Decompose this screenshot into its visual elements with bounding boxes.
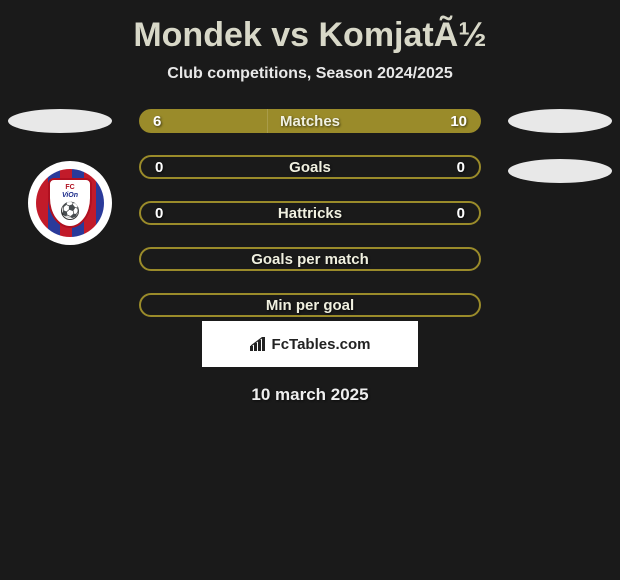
stat-left-value: 0 — [155, 159, 163, 176]
badge-name-text: ViOn — [62, 192, 78, 199]
bar-chart-icon — [250, 337, 268, 351]
stat-left-value: 0 — [155, 205, 163, 222]
stat-left-value: 6 — [153, 113, 161, 130]
stat-label: Hattricks — [278, 205, 342, 222]
stat-row-matches: 6 Matches 10 — [139, 109, 481, 133]
date-text: 10 march 2025 — [0, 385, 620, 405]
stat-row-goals-per-match: Goals per match — [139, 247, 481, 271]
stat-right-value: 10 — [450, 113, 467, 130]
player-right-placeholder-2 — [508, 159, 612, 183]
page-title: Mondek vs KomjatÃ½ — [0, 16, 620, 55]
stat-row-min-per-goal: Min per goal — [139, 293, 481, 317]
stat-right-value: 0 — [457, 205, 465, 222]
player-right-placeholder-1 — [508, 109, 612, 133]
stat-divider — [267, 109, 268, 133]
root: Mondek vs KomjatÃ½ Club competitions, Se… — [0, 0, 620, 405]
stats-wrap: FC ViOn 6 Matches 10 0 Goals 0 — [0, 109, 620, 317]
stat-row-goals: 0 Goals 0 — [139, 155, 481, 179]
soccer-ball-icon — [61, 202, 79, 220]
stat-label: Goals — [289, 159, 331, 176]
stat-label: Matches — [280, 113, 340, 130]
stats-area: FC ViOn 6 Matches 10 0 Goals 0 — [0, 109, 620, 405]
badge-fc-text: FC — [65, 184, 74, 191]
subtitle: Club competitions, Season 2024/2025 — [0, 65, 620, 83]
stat-label: Goals per match — [251, 251, 369, 268]
footer-brand-text: FcTables.com — [272, 336, 371, 353]
team-badge-left: FC ViOn — [28, 161, 112, 245]
player-left-placeholder-1 — [8, 109, 112, 133]
stat-right-value: 0 — [457, 159, 465, 176]
footer-attribution[interactable]: FcTables.com — [202, 321, 418, 367]
stat-label: Min per goal — [266, 297, 354, 314]
stat-row-hattricks: 0 Hattricks 0 — [139, 201, 481, 225]
stat-bars: 6 Matches 10 0 Goals 0 0 Hattricks 0 Goa… — [139, 109, 481, 317]
